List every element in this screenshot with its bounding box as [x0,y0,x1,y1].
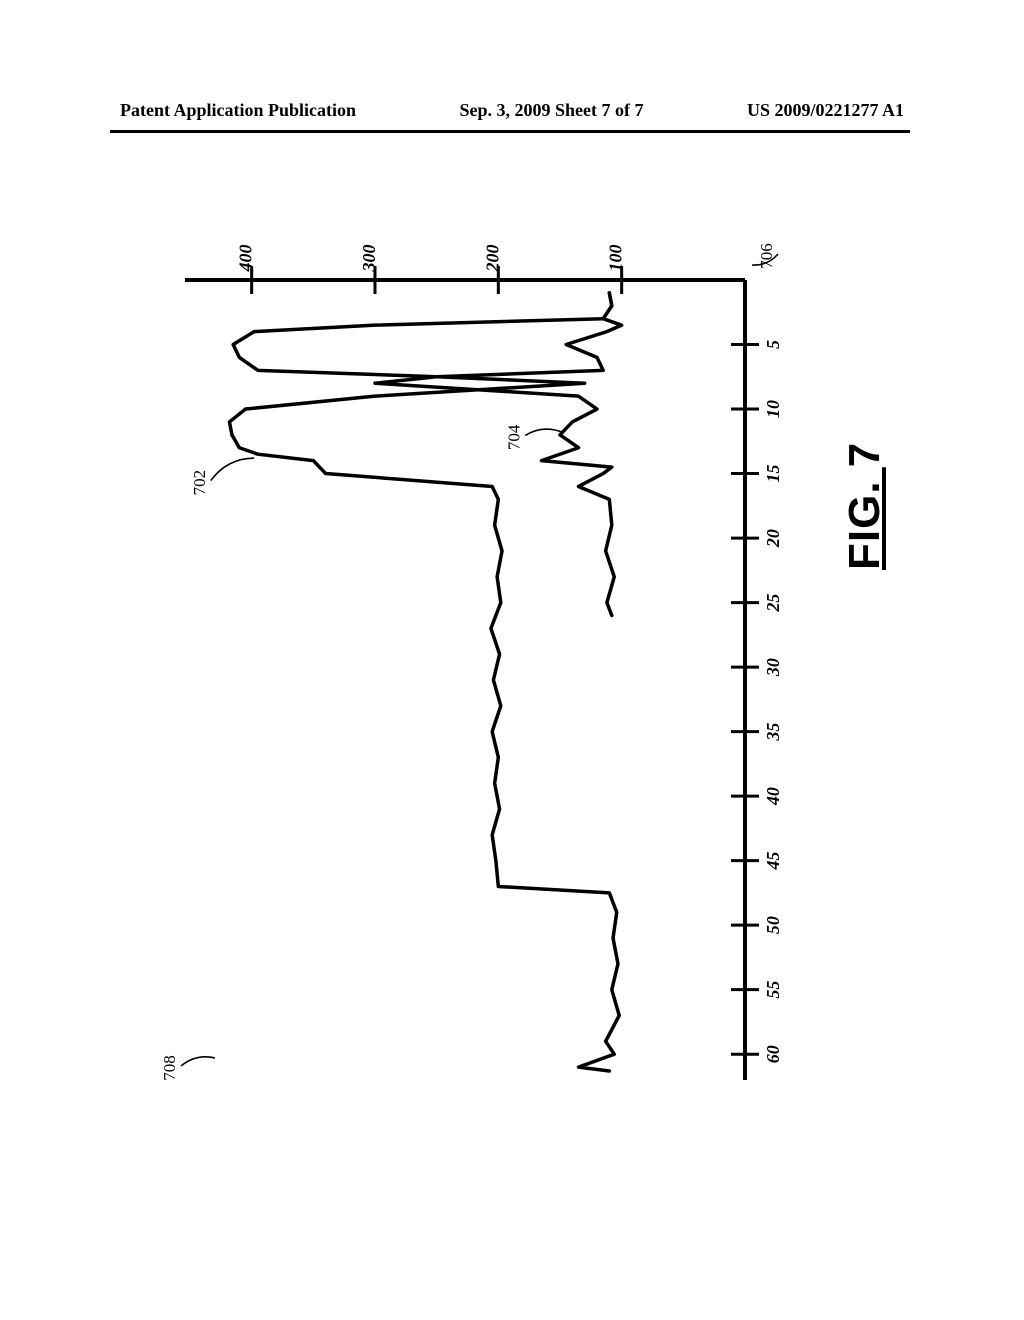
svg-text:200: 200 [482,245,502,273]
svg-text:55: 55 [763,981,783,999]
svg-text:30: 30 [763,658,783,677]
svg-text:300: 300 [359,245,379,273]
svg-text:20: 20 [763,529,783,548]
header-left: Patent Application Publication [120,100,356,121]
line-chart: 100 200 300 400 5 10 15 20 25 30 35 40 45 50 55 60 702 70… [150,210,790,1080]
svg-text:100: 100 [606,245,626,272]
svg-text:706: 706 [757,243,776,269]
header-rule [110,130,910,133]
page-header: Patent Application Publication Sep. 3, 2… [0,100,1024,121]
svg-text:45: 45 [763,852,783,871]
figure-label: FIG. 7 [840,442,890,570]
svg-text:40: 40 [763,787,783,806]
figure-label-prefix: FIG. [840,467,889,570]
svg-text:10: 10 [763,400,783,418]
svg-text:704: 704 [504,424,523,450]
svg-text:702: 702 [190,470,209,496]
figure-label-number: 7 [840,442,889,467]
svg-text:25: 25 [763,594,783,613]
svg-text:400: 400 [236,245,256,273]
svg-text:50: 50 [763,916,783,934]
svg-text:60: 60 [763,1045,783,1063]
header-center: Sep. 3, 2009 Sheet 7 of 7 [460,100,644,121]
svg-text:708: 708 [160,1055,179,1080]
figure-7: 100 200 300 400 5 10 15 20 25 30 35 40 45 50 55 60 702 70… [150,210,790,1080]
svg-text:15: 15 [763,465,783,483]
svg-text:5: 5 [763,340,783,349]
header-right: US 2009/0221277 A1 [747,100,904,121]
svg-text:35: 35 [763,723,783,742]
